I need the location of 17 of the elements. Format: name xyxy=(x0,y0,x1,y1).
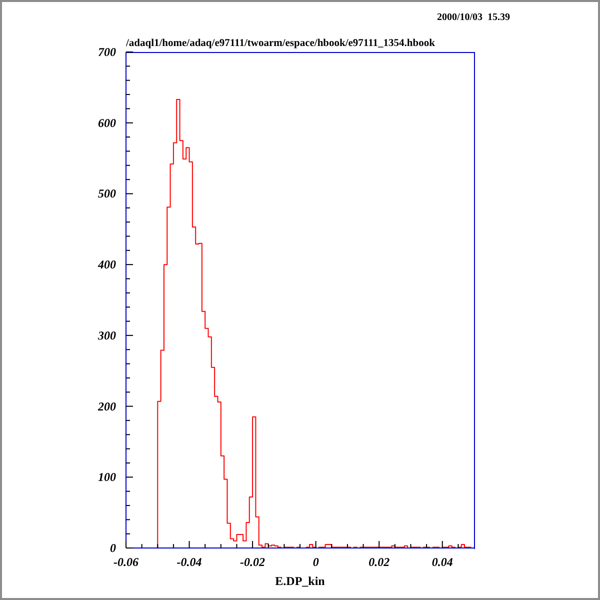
text: 2000/10/03 15.39 xyxy=(436,11,510,25)
y-tick-label: 200 xyxy=(97,399,116,414)
y-tick-label: 600 xyxy=(98,116,116,130)
y-tick-label: 400 xyxy=(97,258,116,272)
x-axis-title: E.DP_kin xyxy=(274,574,326,588)
x-tick-label: 0.02 xyxy=(368,555,390,569)
y-tick-label: 500 xyxy=(98,186,116,201)
y-tick-label: 700 xyxy=(98,45,116,59)
chart-title: /adaql1/home/adaq/e97111/twoarm/espace/hbook/e97111_1354.hbook xyxy=(126,37,435,51)
x-tick-label: -0.02 xyxy=(240,555,266,569)
x-tick-label: 0 xyxy=(312,555,319,569)
x-tick-label: -0.04 xyxy=(176,555,202,569)
y-tick-label: 100 xyxy=(98,470,116,484)
y-tick-label: 300 xyxy=(97,328,116,342)
x-tick-label: -0.06 xyxy=(114,555,138,569)
x-tick-label: 0.04 xyxy=(432,555,453,569)
y-tick-label: 0 xyxy=(110,541,116,555)
